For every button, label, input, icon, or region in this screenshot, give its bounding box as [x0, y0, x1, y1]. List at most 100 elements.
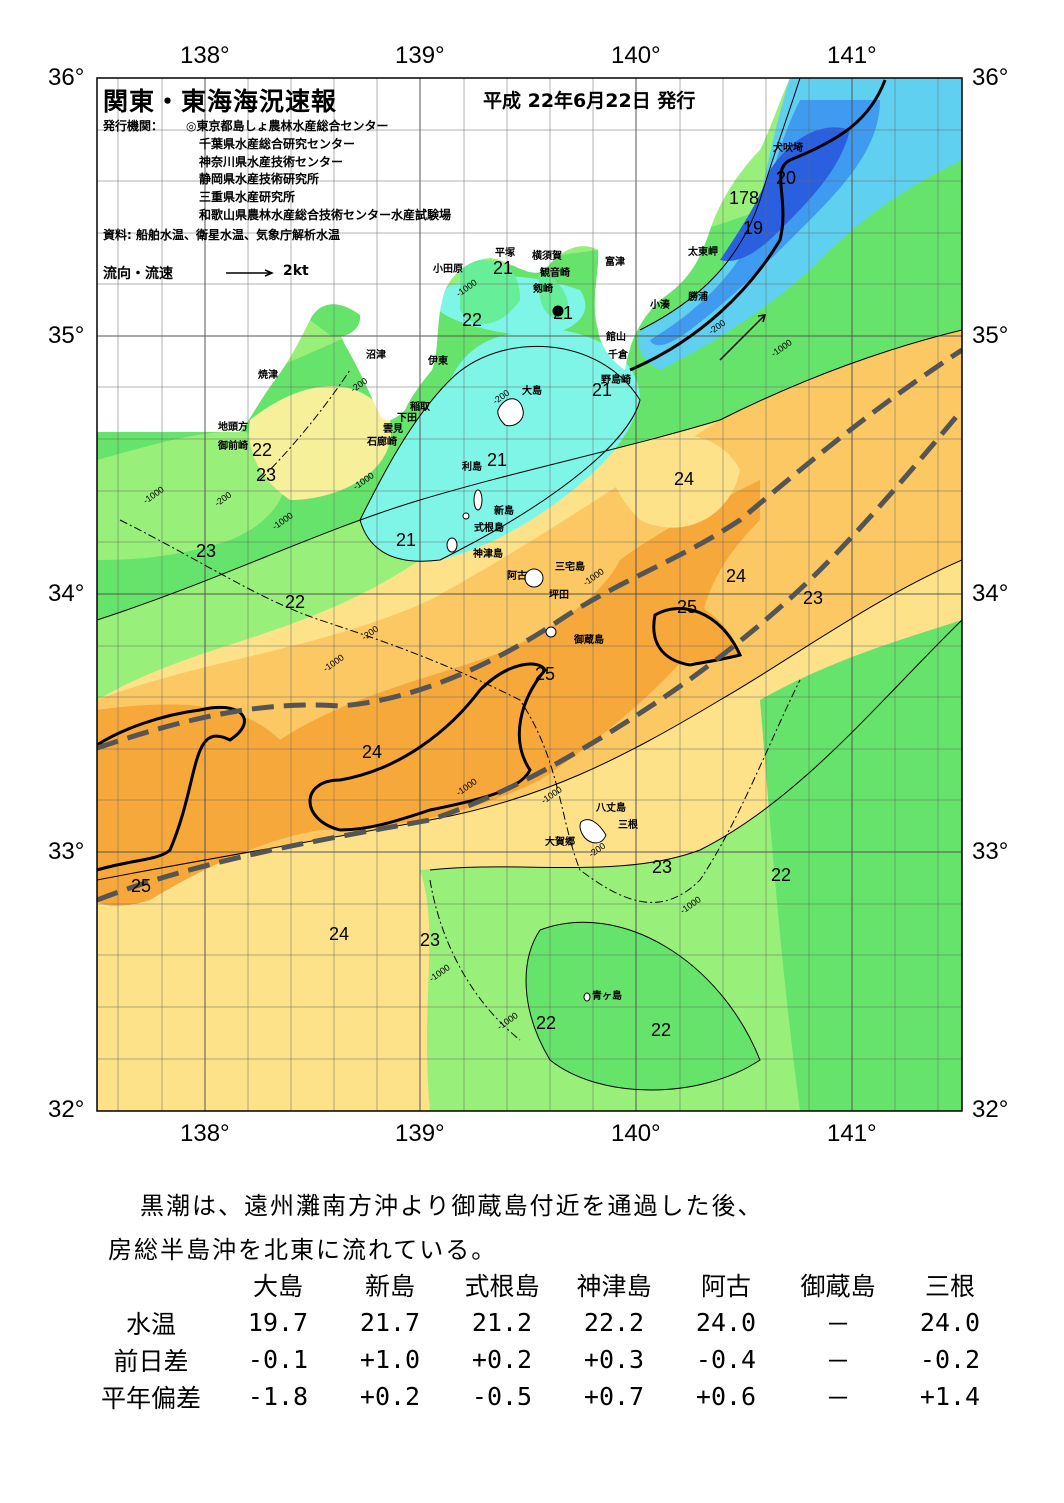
place-label: 新島 [494, 506, 514, 517]
isotherm-label: 25 [535, 664, 556, 684]
isotherm-label: 22 [285, 592, 306, 612]
place-label: 観音崎 [540, 268, 570, 279]
lon-tick-bottom: 140° [611, 1120, 661, 1147]
station-header: 御蔵島 [800, 1272, 876, 1301]
warm-eddy [646, 598, 740, 663]
place-label: 稲取 [410, 402, 430, 413]
lat-tick-right: 32° [972, 1096, 1009, 1123]
lat-tick-left: 32° [48, 1096, 85, 1123]
place-label: 小湊 [650, 300, 670, 311]
station-header: 大島 [252, 1272, 303, 1301]
table-cell: － [825, 1383, 851, 1413]
isotherm-label: 22 [651, 1020, 672, 1040]
table-cell: +0.2 [471, 1345, 533, 1374]
kuroshio-axis-south [97, 408, 962, 903]
table-row: 平年偏差 -1.8 +0.2 -0.5 +0.7 +0.6 － +1.4 [80, 1378, 1006, 1415]
map-frame [96, 77, 963, 1112]
enshu-yellow-patch [249, 386, 392, 500]
current-legend-unit: 2kt [283, 263, 309, 279]
izu-cold-water [360, 330, 640, 562]
islands [446, 305, 607, 1002]
table-cell: +1.4 [919, 1382, 981, 1411]
kuroshio-axis-north [97, 347, 962, 751]
isotherm-label: 22 [536, 1013, 557, 1033]
lat-tick-right: 35° [972, 322, 1009, 349]
miyakejima-island [524, 568, 544, 588]
place-label: 石廊崎 [367, 437, 397, 448]
issuer-item: 千葉県水産総合研究センター [199, 136, 356, 151]
place-label: 勝浦 [688, 292, 708, 303]
row-label: 前日差 [113, 1346, 189, 1376]
isotherm-line [525, 921, 761, 1091]
table-cell: 21.7 [359, 1308, 421, 1337]
lon-tick-top: 141° [827, 42, 877, 69]
place-label: 八丈島 [596, 803, 626, 814]
isotherm-label: 24 [362, 742, 383, 762]
legend-arrow-head [264, 269, 274, 277]
summary-line-2: 房総半島沖を北東に流れている。 [108, 1236, 498, 1264]
isotherm-line [97, 329, 962, 621]
table-cell: +0.3 [583, 1345, 645, 1374]
west-light-green [97, 431, 288, 560]
kuroshio-axis [97, 347, 962, 903]
place-label: 太東岬 [688, 247, 718, 258]
current-arrow [719, 314, 766, 361]
current-arrow-head [757, 314, 767, 323]
place-label: 三根 [618, 820, 638, 831]
lat-tick-left: 34° [48, 580, 85, 607]
isotherm-25-west [97, 705, 246, 872]
place-label: 平塚 [495, 248, 515, 259]
place-label: 式根島 [474, 523, 504, 534]
table-cell: -1.8 [247, 1382, 309, 1411]
issuer-label: 発行機関： [103, 119, 164, 133]
row-label: 水温 [125, 1309, 176, 1339]
lon-tick-top: 139° [395, 42, 445, 69]
issue-date: 平成 22年6月22日 発行 [483, 90, 696, 112]
place-label: 大島 [522, 386, 542, 397]
place-label: 伊東 [428, 356, 448, 367]
lat-lon-grid [97, 78, 962, 1111]
table-cell: 24.0 [695, 1308, 757, 1337]
sagami-inner-green [460, 259, 520, 324]
niijima-island [473, 489, 483, 511]
place-label: 御蔵島 [574, 635, 604, 646]
southeast-green-patch [760, 620, 962, 1111]
table-cell: -0.2 [919, 1345, 981, 1374]
place-label: 下田 [397, 413, 417, 424]
isotherm-label: 21 [487, 450, 508, 470]
isotherm-label: 22 [252, 440, 273, 460]
bold-isotherms [97, 79, 887, 872]
issuer-list: ◎東京都島しょ農林水産総合センター 千葉県水産総合研究センター 神奈川県水産技術… [186, 118, 451, 225]
issuer-item: 静岡県水産技術研究所 [199, 172, 320, 187]
lat-tick-left: 33° [48, 838, 85, 865]
lon-tick-bottom: 139° [395, 1120, 445, 1147]
place-label: 横須賀 [532, 251, 562, 262]
place-label: 千倉 [608, 350, 628, 361]
lon-tick-bottom: 141° [827, 1120, 877, 1147]
isotherm-label: 19 [743, 218, 764, 238]
place-label: 坪田 [549, 590, 569, 601]
isotherm-label: 23 [196, 541, 217, 561]
oshima-island [497, 398, 524, 427]
issuer-item: 神奈川県水産技術センター [199, 154, 344, 169]
table-cell: 22.2 [583, 1308, 645, 1337]
isotherm-label: 24 [674, 469, 695, 489]
table-header-row: 大島 新島 式根島 神津島 阿古 御蔵島 三根 [80, 1266, 1006, 1304]
issuer-block: 発行機関： ◎東京都島しょ農林水産総合センター 千葉県水産総合研究センター 神奈… [103, 118, 451, 222]
place-label: 小田原 [433, 264, 463, 275]
isotherm-label: 23 [803, 588, 824, 608]
station-header: 三根 [924, 1272, 975, 1301]
isotherm-label: 24 [329, 924, 350, 944]
station-header: 阿古 [700, 1272, 751, 1301]
isotherm-label: 24 [726, 566, 747, 586]
isotherm-line [97, 559, 962, 881]
aogashima-island [583, 992, 591, 1002]
isotherm-label: 21 [553, 303, 574, 323]
isotherm-label: 23 [652, 857, 673, 877]
place-label: 焼津 [258, 370, 278, 381]
mikurajima-island [545, 626, 557, 638]
isotherm-label: 25 [131, 876, 152, 896]
isotherm-line [429, 619, 962, 871]
lat-tick-left: 35° [48, 322, 85, 349]
